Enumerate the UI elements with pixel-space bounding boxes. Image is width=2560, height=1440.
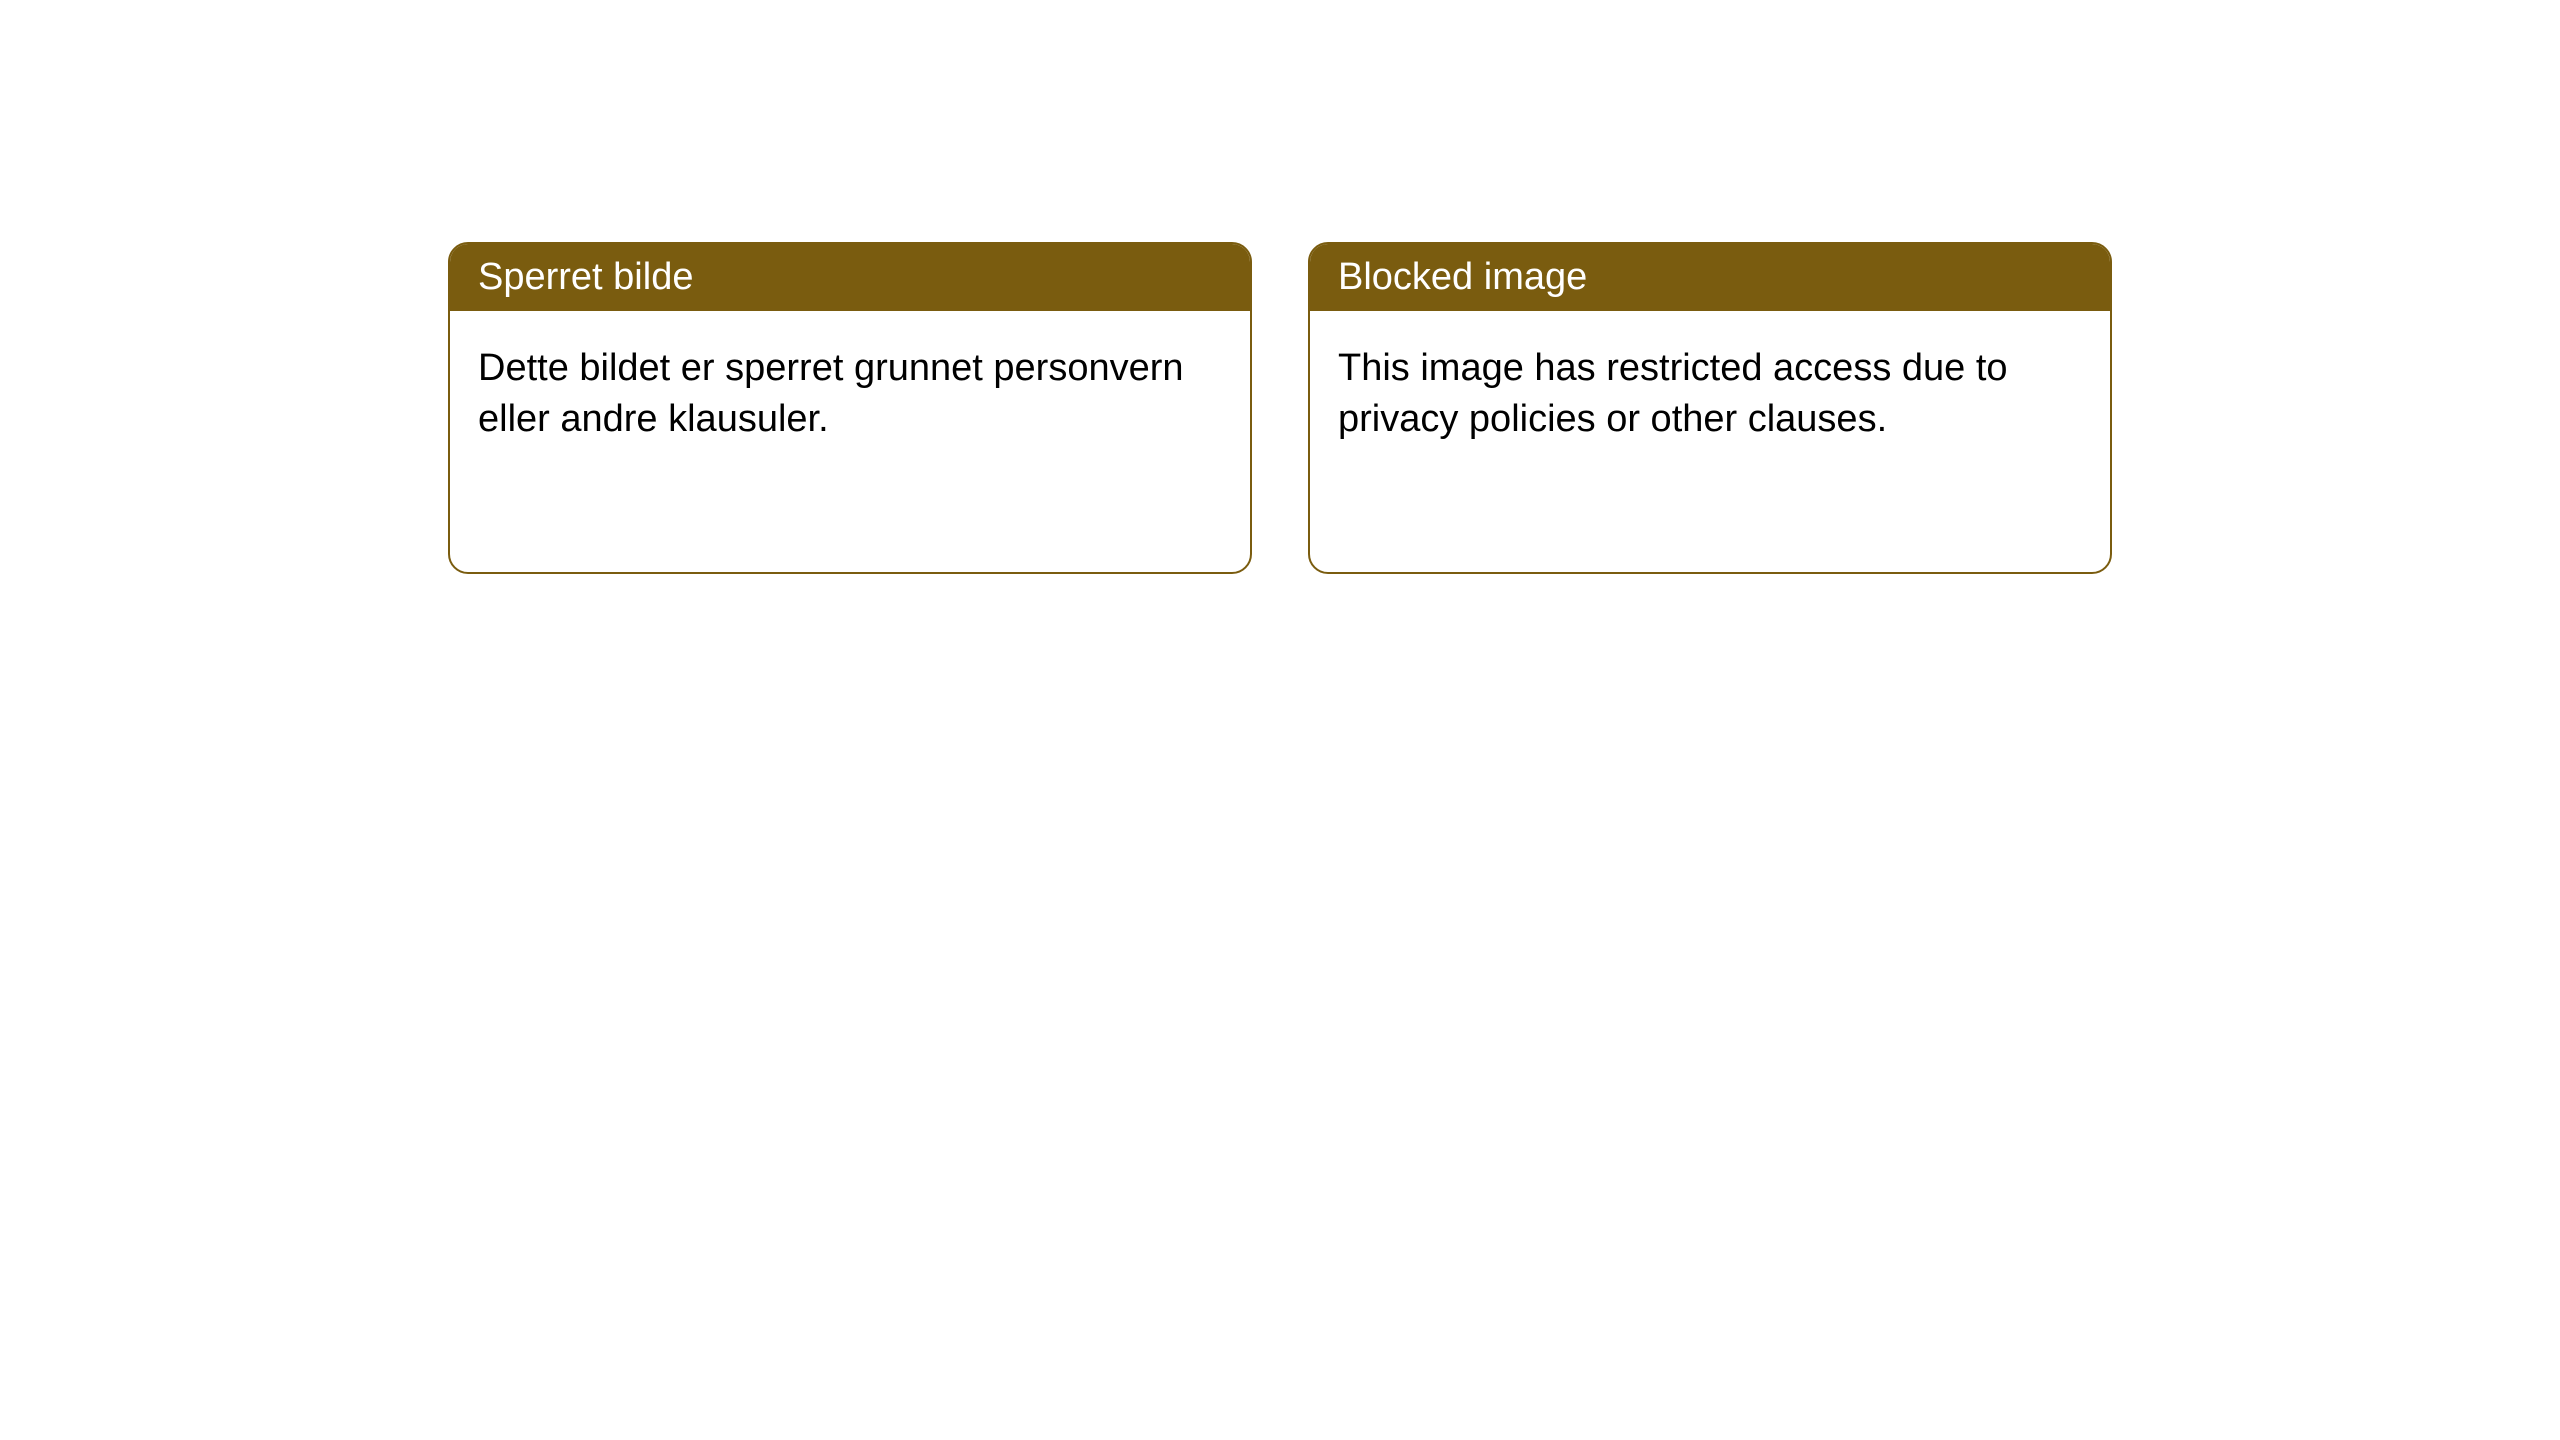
card-body: Dette bildet er sperret grunnet personve… <box>450 311 1250 478</box>
notice-card-english: Blocked image This image has restricted … <box>1308 242 2112 574</box>
card-title: Sperret bilde <box>478 256 693 298</box>
card-header: Blocked image <box>1310 244 2110 311</box>
notice-card-norwegian: Sperret bilde Dette bildet er sperret gr… <box>448 242 1252 574</box>
notice-container: Sperret bilde Dette bildet er sperret gr… <box>0 0 2560 574</box>
card-title: Blocked image <box>1338 256 1587 298</box>
card-body-text: Dette bildet er sperret grunnet personve… <box>478 347 1184 440</box>
card-body: This image has restricted access due to … <box>1310 311 2110 478</box>
card-header: Sperret bilde <box>450 244 1250 311</box>
card-body-text: This image has restricted access due to … <box>1338 347 2008 440</box>
